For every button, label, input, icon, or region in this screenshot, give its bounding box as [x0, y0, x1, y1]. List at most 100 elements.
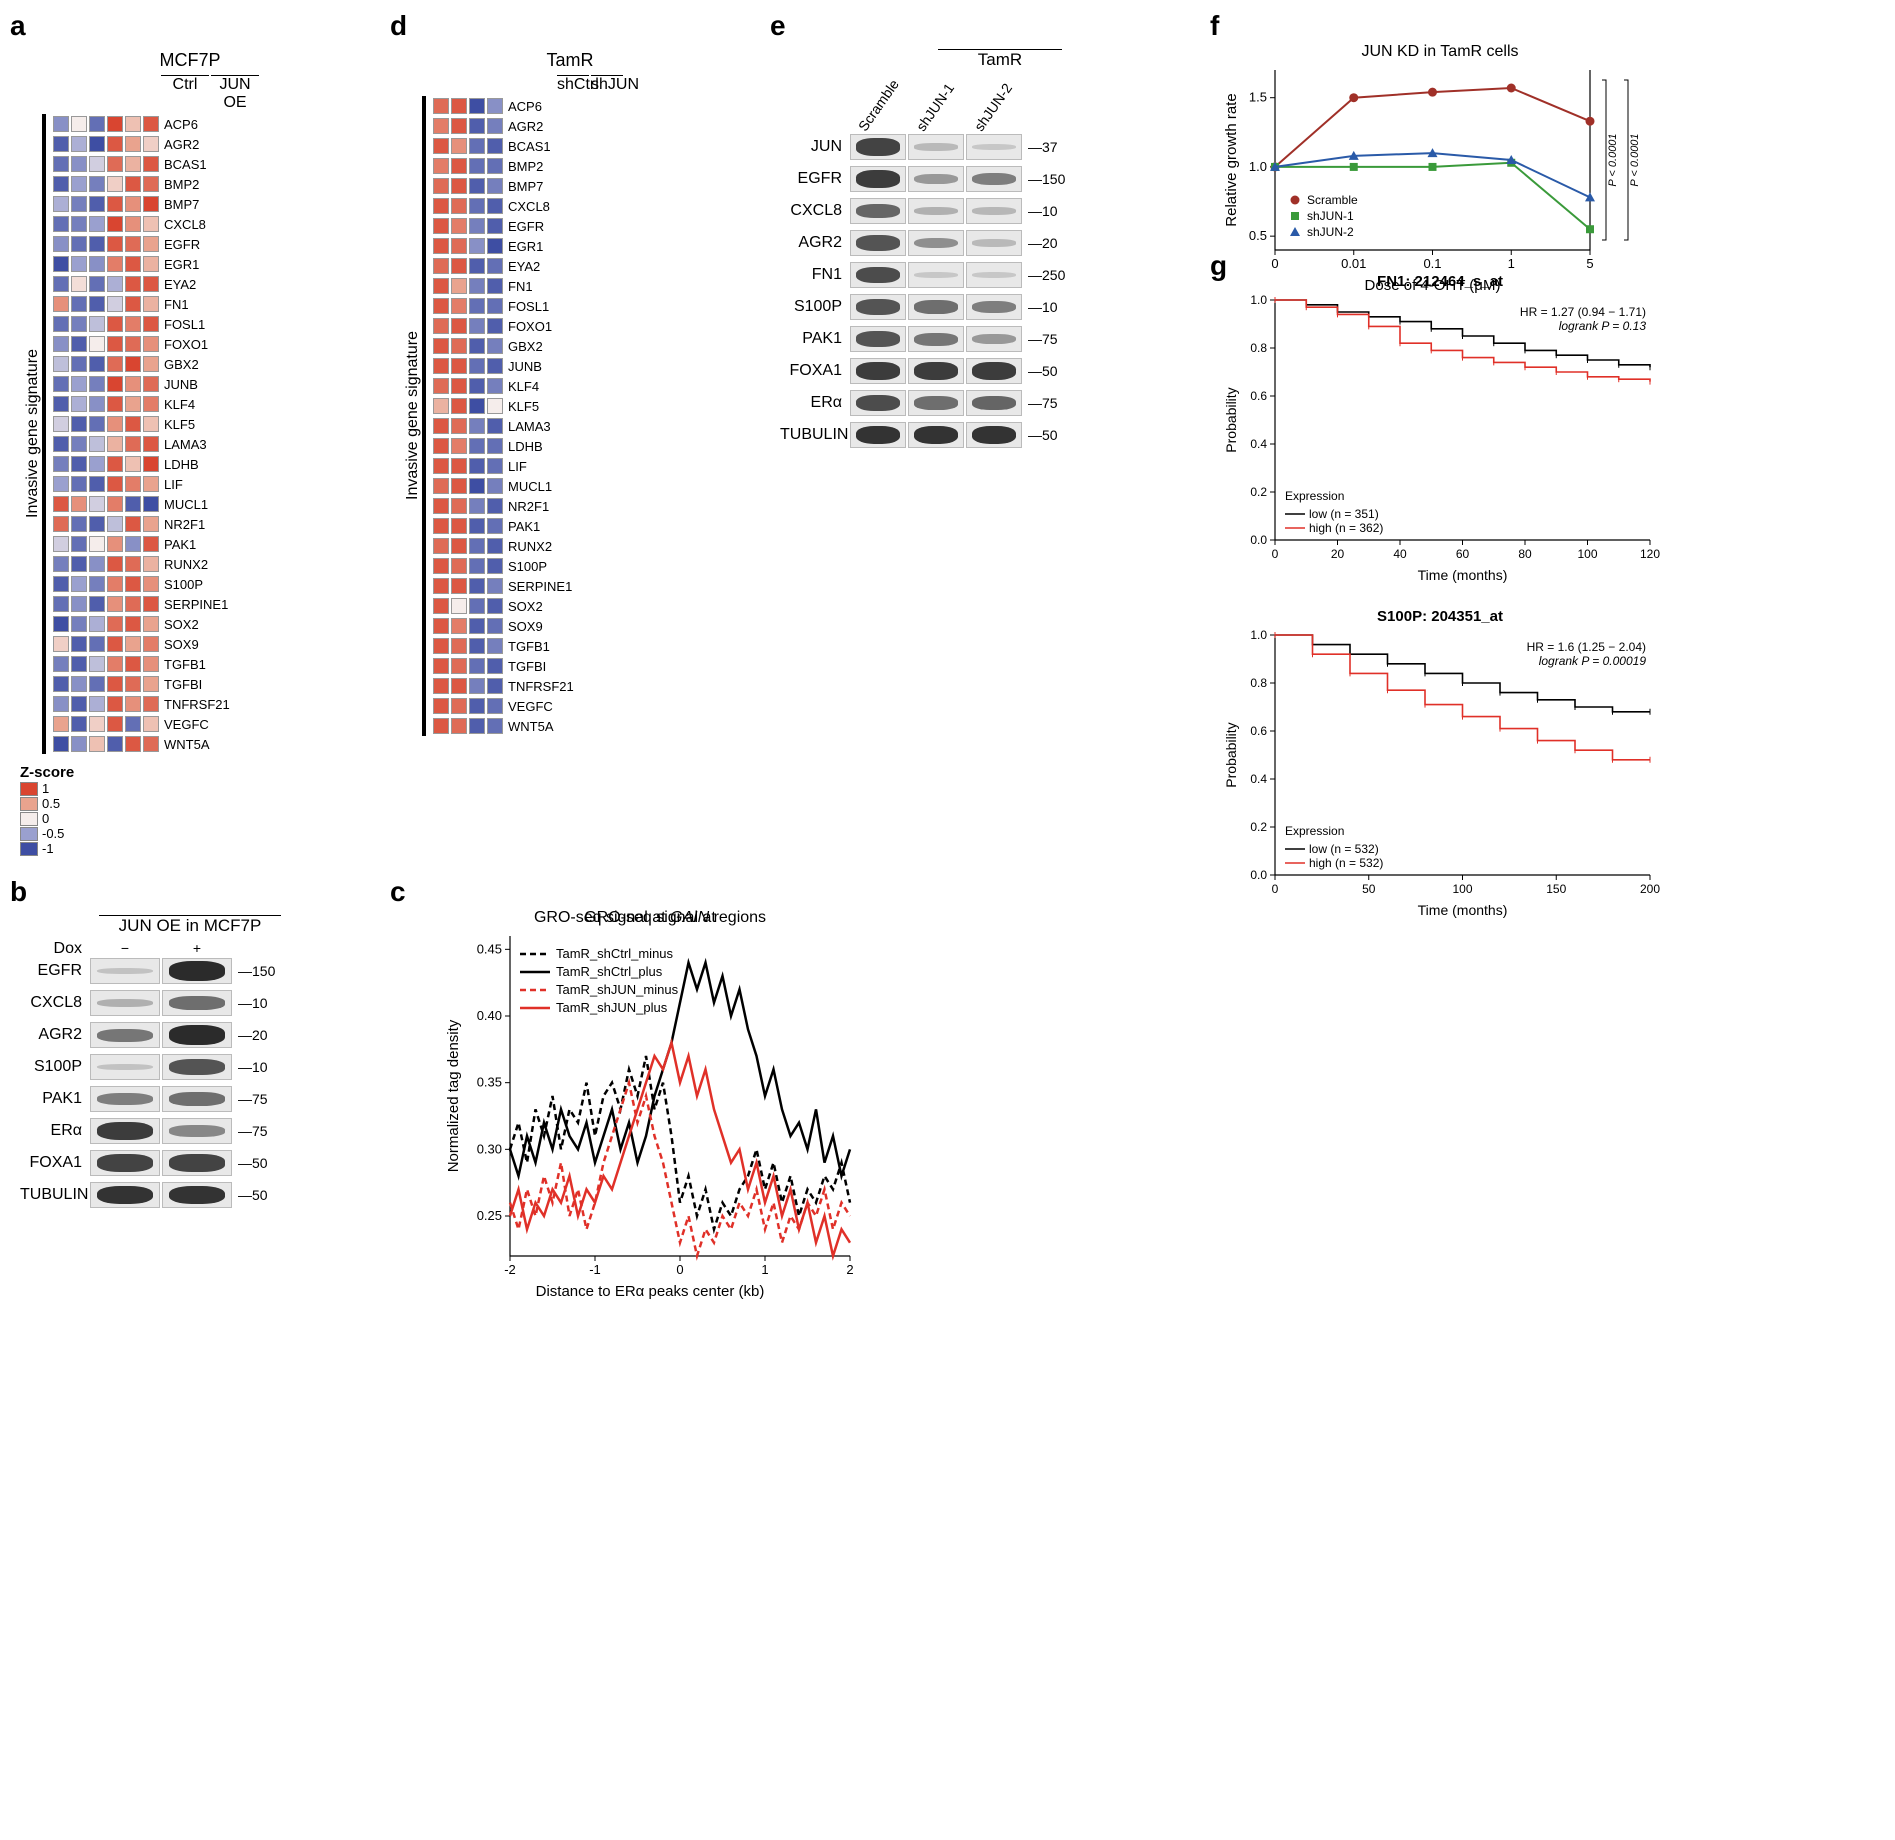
- gene-label: TGFBI: [508, 659, 546, 674]
- gene-label: S100P: [164, 577, 203, 592]
- gene-label: SOX2: [508, 599, 543, 614]
- heatmap-row: VEGFC: [52, 714, 230, 734]
- gene-label: TNFRSF21: [508, 679, 574, 694]
- heatmap-row: FOSL1: [432, 296, 574, 316]
- svg-text:0.8: 0.8: [1250, 341, 1267, 355]
- svg-text:high (n = 532): high (n = 532): [1309, 856, 1383, 870]
- svg-text:100: 100: [1452, 882, 1472, 896]
- heatmap-row: BMP7: [52, 194, 230, 214]
- heatmap-row: LDHB: [432, 436, 574, 456]
- panel-e: e TamR ScrambleshJUN-1shJUN-2 JUN—37EGFR…: [780, 20, 1180, 856]
- heatmap-row: GBX2: [432, 336, 574, 356]
- blot-row: FOXA1—50: [780, 358, 1180, 384]
- heatmap-d: ACP6AGR2BCAS1BMP2BMP7CXCL8EGFREGR1EYA2FN…: [432, 96, 574, 736]
- heatmap-row: SOX2: [52, 614, 230, 634]
- svg-text:logrank P = 0.00019: logrank P = 0.00019: [1539, 654, 1647, 668]
- panel-label-c: c: [390, 876, 406, 908]
- gene-label: KLF4: [164, 397, 195, 412]
- svg-text:0.6: 0.6: [1250, 724, 1267, 738]
- svg-text:1: 1: [761, 1262, 768, 1277]
- panel-g: g FN1: 212464_s_atHR = 1.27 (0.94 − 1.71…: [1220, 20, 1670, 1311]
- svg-text:0.45: 0.45: [477, 941, 502, 956]
- blot-row: CXCL8—10: [20, 990, 360, 1016]
- heatmap-row: LAMA3: [432, 416, 574, 436]
- svg-text:low (n = 532): low (n = 532): [1309, 842, 1379, 856]
- panel-label-b: b: [10, 876, 27, 908]
- svg-text:150: 150: [1546, 882, 1566, 896]
- svg-text:0.4: 0.4: [1250, 772, 1267, 786]
- heatmap-row: BCAS1: [432, 136, 574, 156]
- gene-label: ACP6: [508, 99, 542, 114]
- gene-label: FOSL1: [508, 299, 549, 314]
- svg-text:40: 40: [1393, 547, 1407, 561]
- svg-text:Time (months): Time (months): [1418, 902, 1508, 918]
- svg-text:200: 200: [1640, 882, 1660, 896]
- svg-text:0: 0: [676, 1262, 683, 1277]
- svg-text:Expression: Expression: [1285, 489, 1344, 503]
- heatmap-row: TGFB1: [432, 636, 574, 656]
- svg-text:GRO-seq signal at GAIN regions: GRO-seq signal at GAIN regions: [534, 909, 766, 926]
- blot-row: JUN—37: [780, 134, 1180, 160]
- gene-label: LDHB: [164, 457, 199, 472]
- svg-text:0.40: 0.40: [477, 1008, 502, 1023]
- panel-a: a MCF7P Ctrl JUN OE Invasive gene signat…: [20, 20, 360, 856]
- heatmap-row: AGR2: [52, 134, 230, 154]
- heatmap-row: SERPINE1: [432, 576, 574, 596]
- km-plot-fn1: FN1: 212464_s_atHR = 1.27 (0.94 − 1.71)l…: [1220, 270, 1660, 590]
- svg-text:Time (months): Time (months): [1418, 567, 1508, 583]
- gene-label: BMP2: [164, 177, 199, 192]
- gene-label: FOSL1: [164, 317, 205, 332]
- blot-row: AGR2—20: [20, 1022, 360, 1048]
- gene-label: MUCL1: [508, 479, 552, 494]
- panel-d-header: shCtrl shJUN: [440, 75, 740, 94]
- svg-text:high (n = 362): high (n = 362): [1309, 521, 1383, 535]
- heatmap-row: NR2F1: [432, 496, 574, 516]
- svg-text:0.4: 0.4: [1250, 437, 1267, 451]
- svg-text:0.30: 0.30: [477, 1141, 502, 1156]
- gene-label: SOX9: [508, 619, 543, 634]
- gene-label: SERPINE1: [508, 579, 572, 594]
- svg-text:0.2: 0.2: [1250, 485, 1267, 499]
- gene-label: LIF: [508, 459, 527, 474]
- gene-label: KLF5: [164, 417, 195, 432]
- gene-label: BMP7: [164, 197, 199, 212]
- heatmap-row: MUCL1: [432, 476, 574, 496]
- panel-a-title: MCF7P: [20, 50, 360, 71]
- heatmap-row: LIF: [52, 474, 230, 494]
- panel-label-d: d: [390, 10, 407, 42]
- svg-text:60: 60: [1456, 547, 1470, 561]
- gene-label: AGR2: [508, 119, 543, 134]
- heatmap-row: FN1: [432, 276, 574, 296]
- gene-label: CXCL8: [164, 217, 206, 232]
- gene-label: S100P: [508, 559, 547, 574]
- heatmap-row: EYA2: [52, 274, 230, 294]
- gene-label: FN1: [164, 297, 189, 312]
- heatmap-row: FN1: [52, 294, 230, 314]
- gene-label: TGFB1: [508, 639, 550, 654]
- svg-text:logrank P = 0.13: logrank P = 0.13: [1559, 319, 1647, 333]
- gene-label: EGR1: [164, 257, 199, 272]
- blot-row: EGFR—150: [780, 166, 1180, 192]
- svg-text:0.35: 0.35: [477, 1075, 502, 1090]
- groseq-chart: GRO-seq signal at GRO-seq signal at GAIN…: [440, 906, 860, 1306]
- gene-label: RUNX2: [508, 539, 552, 554]
- heatmap-row: BMP7: [432, 176, 574, 196]
- svg-text:0: 0: [1272, 882, 1279, 896]
- blot-row: ERα—75: [20, 1118, 360, 1144]
- gene-label: EYA2: [164, 277, 196, 292]
- blot-row: TUBULIN—50: [780, 422, 1180, 448]
- heatmap-row: JUNB: [432, 356, 574, 376]
- heatmap-row: ACP6: [52, 114, 230, 134]
- heatmap-row: BMP2: [432, 156, 574, 176]
- heatmap-row: SERPINE1: [52, 594, 230, 614]
- svg-text:50: 50: [1362, 882, 1376, 896]
- panel-a-sidelabel: Invasive gene signature: [20, 114, 42, 754]
- svg-text:1.0: 1.0: [1250, 628, 1267, 642]
- svg-text:120: 120: [1640, 547, 1660, 561]
- gene-label: TNFRSF21: [164, 697, 230, 712]
- panel-d: d TamR shCtrl shJUN Invasive gene signat…: [400, 20, 740, 856]
- heatmap-row: TGFB1: [52, 654, 230, 674]
- svg-text:0.0: 0.0: [1250, 868, 1267, 882]
- heatmap-row: KLF5: [52, 414, 230, 434]
- panel-d-sidelabel: Invasive gene signature: [400, 96, 422, 736]
